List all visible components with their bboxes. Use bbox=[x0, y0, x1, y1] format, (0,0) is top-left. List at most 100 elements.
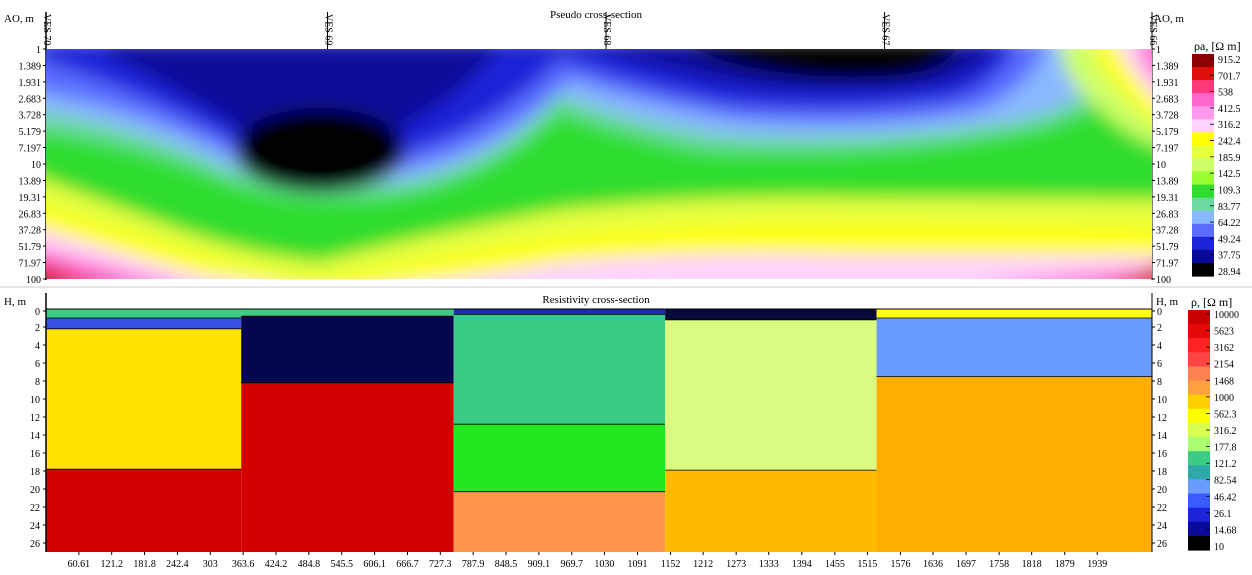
resistivity-xtick-label: 727.3 bbox=[429, 559, 452, 570]
pseudo-ytick-label-left: 26.83 bbox=[19, 209, 42, 220]
pseudo-colorbar-label: 412.5 bbox=[1218, 104, 1241, 115]
resistivity-xtick-label: 303 bbox=[203, 559, 218, 570]
resistivity-xtick-label: 1212 bbox=[693, 559, 713, 570]
pseudo-colorbar-title: ρa, [Ω m] bbox=[1194, 39, 1241, 53]
resistivity-xtick-label: 1818 bbox=[1022, 559, 1042, 570]
pseudo-ytick-label-right: 13.89 bbox=[1156, 176, 1179, 187]
pseudo-colorbar-swatch bbox=[1192, 106, 1214, 120]
resistivity-ytick-label-right: 16 bbox=[1157, 449, 1167, 460]
pseudo-ytick-label-right: 100 bbox=[1156, 275, 1171, 286]
resistivity-colorbar-label: 2154 bbox=[1214, 360, 1234, 371]
resistivity-xtick-label: 787.9 bbox=[462, 559, 485, 570]
resistivity-xtick-label: 606.1 bbox=[363, 559, 386, 570]
pseudo-ytick-label-left: 7.197 bbox=[19, 144, 42, 155]
pseudo-colorbar-label: 109.3 bbox=[1218, 185, 1241, 196]
resistivity-ytick-label-right: 24 bbox=[1157, 521, 1167, 532]
resistivity-ytick-label-left: 20 bbox=[30, 485, 40, 496]
pseudo-colorbar-swatch bbox=[1192, 145, 1214, 160]
resistivity-xtick-label: 1697 bbox=[956, 559, 976, 570]
resistivity-ytick-label-left: 24 bbox=[30, 521, 40, 532]
pseudo-colorbar-label: 242.4 bbox=[1218, 137, 1241, 148]
resistivity-xtick-label: 969.7 bbox=[560, 559, 583, 570]
pseudo-colorbar: ρa, [Ω m] 915.2 701.7 538 412.5 316.2 242.4 18… bbox=[1192, 39, 1241, 278]
resistivity-colorbar-swatch bbox=[1188, 479, 1210, 495]
pseudo-ytick-label-right: 71.97 bbox=[1156, 259, 1179, 270]
resistivity-layer bbox=[453, 309, 666, 315]
resistivity-xtick-label: 1273 bbox=[726, 559, 746, 570]
resistivity-ytick-label-right: 6 bbox=[1157, 359, 1162, 370]
resistivity-xtick-label: 484.8 bbox=[298, 559, 321, 570]
resistivity-colorbar-label: 82.54 bbox=[1214, 476, 1237, 487]
resistivity-colorbar-swatch bbox=[1188, 451, 1210, 466]
pseudo-colorbar-label: 49.24 bbox=[1218, 234, 1241, 245]
pseudo-section-title: Pseudo cross-section bbox=[550, 9, 642, 21]
pseudo-ylabel-left: AO, m bbox=[4, 13, 34, 25]
pseudo-colorbar-swatch bbox=[1192, 54, 1214, 68]
resistivity-colorbar-label: 1468 bbox=[1214, 376, 1234, 387]
resistivity-colorbar-swatch bbox=[1188, 493, 1210, 509]
pseudo-ytick-label-left: 1.931 bbox=[19, 78, 42, 89]
pseudo-colorbar-label: 28.94 bbox=[1218, 267, 1241, 278]
resistivity-xtick-label: 1758 bbox=[989, 559, 1009, 570]
pseudo-colorbar-swatch bbox=[1192, 262, 1214, 277]
pseudo-ytick-label-right: 1.389 bbox=[1156, 61, 1179, 72]
resistivity-ylabel-right: H, m bbox=[1156, 296, 1178, 308]
resistivity-ytick-label-right: 18 bbox=[1157, 467, 1167, 478]
pseudo-colorbar-swatch bbox=[1192, 249, 1214, 264]
resistivity-xtick-label: 666.7 bbox=[396, 559, 419, 570]
pseudo-colorbar-swatch bbox=[1192, 158, 1214, 173]
resistivity-colorbar-label: 5623 bbox=[1214, 327, 1234, 338]
pseudo-ytick-label-right: 7.197 bbox=[1156, 144, 1179, 155]
resistivity-xtick-label: 1576 bbox=[890, 559, 910, 570]
resistivity-layer bbox=[46, 469, 242, 552]
resistivity-xtick-label: 1030 bbox=[594, 559, 614, 570]
resistivity-colorbar-swatch bbox=[1188, 465, 1210, 481]
pseudo-section-panel: Pseudo cross-section AO, m AO, m VES 70 V… bbox=[4, 9, 1184, 286]
resistivity-layer bbox=[665, 470, 877, 552]
resistivity-layer bbox=[241, 382, 454, 552]
resistivity-xtick-label: 848.5 bbox=[495, 559, 518, 570]
resistivity-xtick-label: 181.8 bbox=[133, 559, 156, 570]
pseudo-colorbar-label: 701.7 bbox=[1218, 71, 1241, 82]
pseudo-ytick-label-right: 10 bbox=[1156, 160, 1166, 171]
resistivity-xtick-label: 1879 bbox=[1055, 559, 1075, 570]
resistivity-ytick-label-right: 10 bbox=[1157, 395, 1167, 406]
resistivity-ytick-label-right: 8 bbox=[1157, 377, 1162, 388]
resistivity-colorbar: ρ, [Ω m] 10000 5623 3162 2154 1468 1000 562.3 3… bbox=[1188, 295, 1239, 553]
pseudo-ytick-label-left: 5.179 bbox=[19, 127, 42, 138]
pseudo-ytick-label-right: 3.728 bbox=[1156, 111, 1179, 122]
resistivity-colorbar-swatch bbox=[1188, 507, 1210, 523]
resistivity-colorbar-swatch bbox=[1188, 324, 1210, 339]
resistivity-colorbar-label: 121.2 bbox=[1214, 459, 1237, 470]
pseudo-colorbar-label: 142.5 bbox=[1218, 169, 1241, 180]
resistivity-ytick-label-left: 6 bbox=[35, 359, 40, 370]
pseudo-colorbar-swatch bbox=[1192, 171, 1214, 186]
resistivity-layer bbox=[453, 424, 666, 492]
resistivity-ytick-label-left: 10 bbox=[30, 395, 40, 406]
resistivity-ytick-label-left: 16 bbox=[30, 449, 40, 460]
resistivity-colorbar-label: 562.3 bbox=[1214, 409, 1237, 420]
station-label: VES 70 bbox=[41, 14, 52, 45]
resistivity-xtick-label: 1515 bbox=[857, 559, 877, 570]
pseudo-ytick-label-right: 2.683 bbox=[1156, 94, 1179, 105]
resistivity-ytick-label-left: 18 bbox=[30, 467, 40, 478]
resistivity-section-title: Resistivity cross-section bbox=[542, 294, 650, 306]
resistivity-layer bbox=[665, 309, 877, 320]
resistivity-colorbar-swatch bbox=[1188, 437, 1210, 452]
resistivity-colorbar-title: ρ, [Ω m] bbox=[1191, 295, 1232, 309]
resistivity-layer bbox=[876, 318, 1152, 377]
resistivity-colorbar-label: 46.42 bbox=[1214, 492, 1237, 503]
pseudo-ytick-label-left: 2.683 bbox=[19, 94, 42, 105]
station-label: VES 69 bbox=[323, 14, 334, 45]
resistivity-layer bbox=[453, 314, 666, 425]
resistivity-ytick-label-left: 26 bbox=[30, 539, 40, 550]
pseudo-ytick-label-right: 19.31 bbox=[1156, 193, 1179, 204]
resistivity-ytick-label-left: 4 bbox=[35, 341, 40, 352]
resistivity-colorbar-swatch bbox=[1188, 394, 1210, 410]
pseudo-ytick-label-right: 51.79 bbox=[1156, 242, 1179, 253]
resistivity-xtick-label: 121.2 bbox=[100, 559, 123, 570]
pseudo-colorbar-swatch bbox=[1192, 80, 1214, 94]
pseudo-colorbar-label: 64.22 bbox=[1218, 218, 1241, 229]
resistivity-ytick-label-left: 22 bbox=[30, 503, 40, 514]
pseudo-ytick-label-left: 1 bbox=[36, 45, 41, 56]
